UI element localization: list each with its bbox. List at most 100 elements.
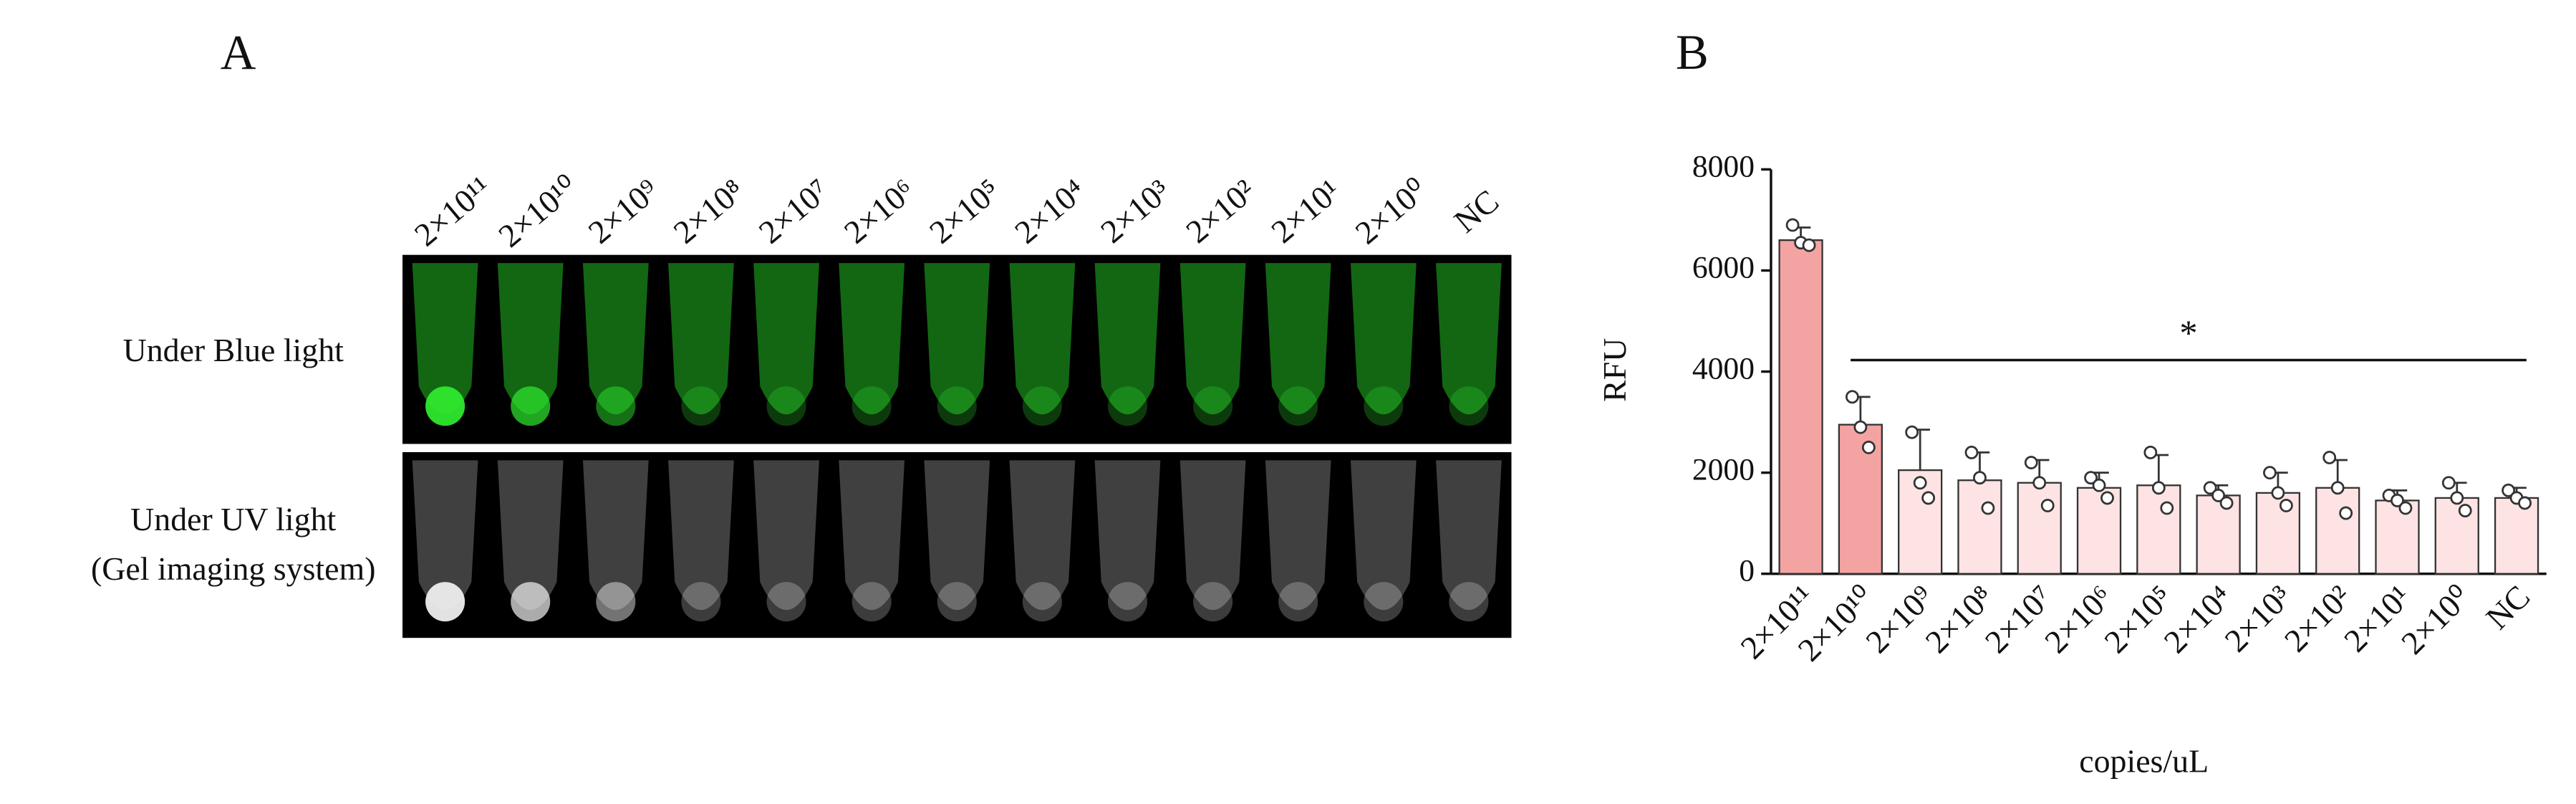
tube-liquid [1364, 582, 1404, 622]
tube [582, 460, 649, 611]
replicate-point [2040, 499, 2055, 512]
replicate-point [1853, 420, 1868, 434]
tube [1436, 460, 1502, 611]
panel-label: A [221, 25, 256, 80]
bar [1898, 469, 1943, 575]
tube-liquid [681, 386, 721, 426]
tube [1180, 263, 1246, 415]
tube-liquid [1022, 582, 1062, 622]
column-label: 2×10⁹ [582, 171, 666, 250]
tube [497, 263, 564, 415]
tube-liquid [1449, 582, 1489, 622]
replicate-point [1861, 440, 1876, 454]
x-axis-label: copies/uL [2079, 742, 2209, 779]
tube [497, 460, 564, 611]
tube [582, 263, 649, 415]
tube [1350, 460, 1417, 611]
tube-liquid [852, 386, 892, 426]
tube [412, 263, 478, 415]
tube [412, 460, 478, 611]
tube [1265, 263, 1331, 415]
bar [2196, 494, 2241, 575]
replicate-point [2263, 466, 2277, 480]
replicate-point [2024, 456, 2038, 469]
tube-liquid [1193, 386, 1233, 426]
tube [1009, 460, 1076, 611]
tube [839, 263, 905, 415]
replicate-point [2271, 486, 2285, 500]
replicate-point [2398, 501, 2413, 515]
column-label: 2×10¹⁰ [491, 168, 584, 254]
column-label: 2×10⁴ [1008, 171, 1092, 250]
tube [753, 263, 819, 415]
x-tick-label: 2×10³ [2217, 578, 2298, 659]
x-tick-label: 2×10⁴ [2157, 578, 2239, 660]
replicate-point [2100, 491, 2114, 505]
tube-liquid [1449, 386, 1489, 426]
y-tick-label: 8000 [1692, 149, 1755, 183]
bar [1778, 239, 1823, 575]
bar [2255, 492, 2301, 575]
tube-liquid [766, 582, 806, 622]
tube-liquid [852, 582, 892, 622]
bar [1838, 423, 1883, 575]
column-label: 2×10² [1179, 172, 1262, 250]
replicate-point [2219, 496, 2234, 510]
replicate-point [1913, 476, 1927, 490]
tube [924, 460, 990, 611]
tube [1265, 460, 1331, 611]
tube [924, 263, 990, 415]
tube-liquid [425, 582, 465, 622]
tube [1009, 263, 1076, 415]
tube-liquid [596, 582, 636, 622]
replicate-point [2450, 491, 2464, 505]
tube-liquid [1107, 386, 1148, 426]
tube-liquid [511, 386, 551, 426]
tube-liquid [425, 386, 465, 426]
replicate-point [2151, 481, 2166, 495]
replicate-point [1905, 425, 1919, 439]
x-tick-label: 2×10⁸ [1918, 578, 1999, 660]
column-label: 2×10⁷ [752, 171, 836, 250]
x-tick-label: 2×10⁵ [2097, 578, 2179, 660]
replicate-point [1964, 446, 1979, 459]
bar [2375, 499, 2420, 575]
column-label: NC [1447, 183, 1506, 240]
y-tick-label: 6000 [1692, 250, 1755, 284]
replicate-point [1785, 218, 1800, 232]
replicate-point [2502, 483, 2515, 497]
tube [1350, 263, 1417, 415]
tube [753, 460, 819, 611]
column-label: 2×10¹ [1264, 172, 1347, 250]
y-axis-label: RFU [1596, 338, 1633, 402]
tube [1436, 263, 1502, 415]
replicate-point [2211, 488, 2226, 502]
tube [1094, 460, 1161, 611]
replicate-point [2032, 476, 2047, 490]
row-label: Under Blue light [123, 332, 344, 368]
y-tick-label: 4000 [1692, 352, 1755, 386]
bar [2076, 487, 2122, 575]
x-tick-label: 2×10⁹ [1858, 578, 1940, 660]
tube-liquid [937, 386, 977, 426]
replicate-point [2458, 504, 2472, 517]
y-tick-label: 0 [1739, 554, 1755, 588]
replicate-point [1802, 238, 1816, 252]
replicate-point [2143, 446, 2158, 459]
replicate-point [2441, 476, 2456, 490]
x-tick-label: 2×10² [2277, 578, 2358, 659]
replicate-point [2518, 496, 2532, 510]
replicate-point [1981, 501, 1995, 515]
y-tick-label: 2000 [1692, 453, 1755, 487]
replicate-point [2339, 506, 2353, 520]
tube-liquid [511, 582, 551, 622]
tube [839, 460, 905, 611]
bar [2434, 497, 2479, 575]
panel-label: B [1676, 25, 1709, 80]
x-tick-label: 2×10⁰ [2394, 578, 2477, 661]
replicate-point [2322, 451, 2337, 464]
tube-liquid [937, 582, 977, 622]
replicate-point [2279, 499, 2293, 512]
tube-liquid [1107, 582, 1148, 622]
